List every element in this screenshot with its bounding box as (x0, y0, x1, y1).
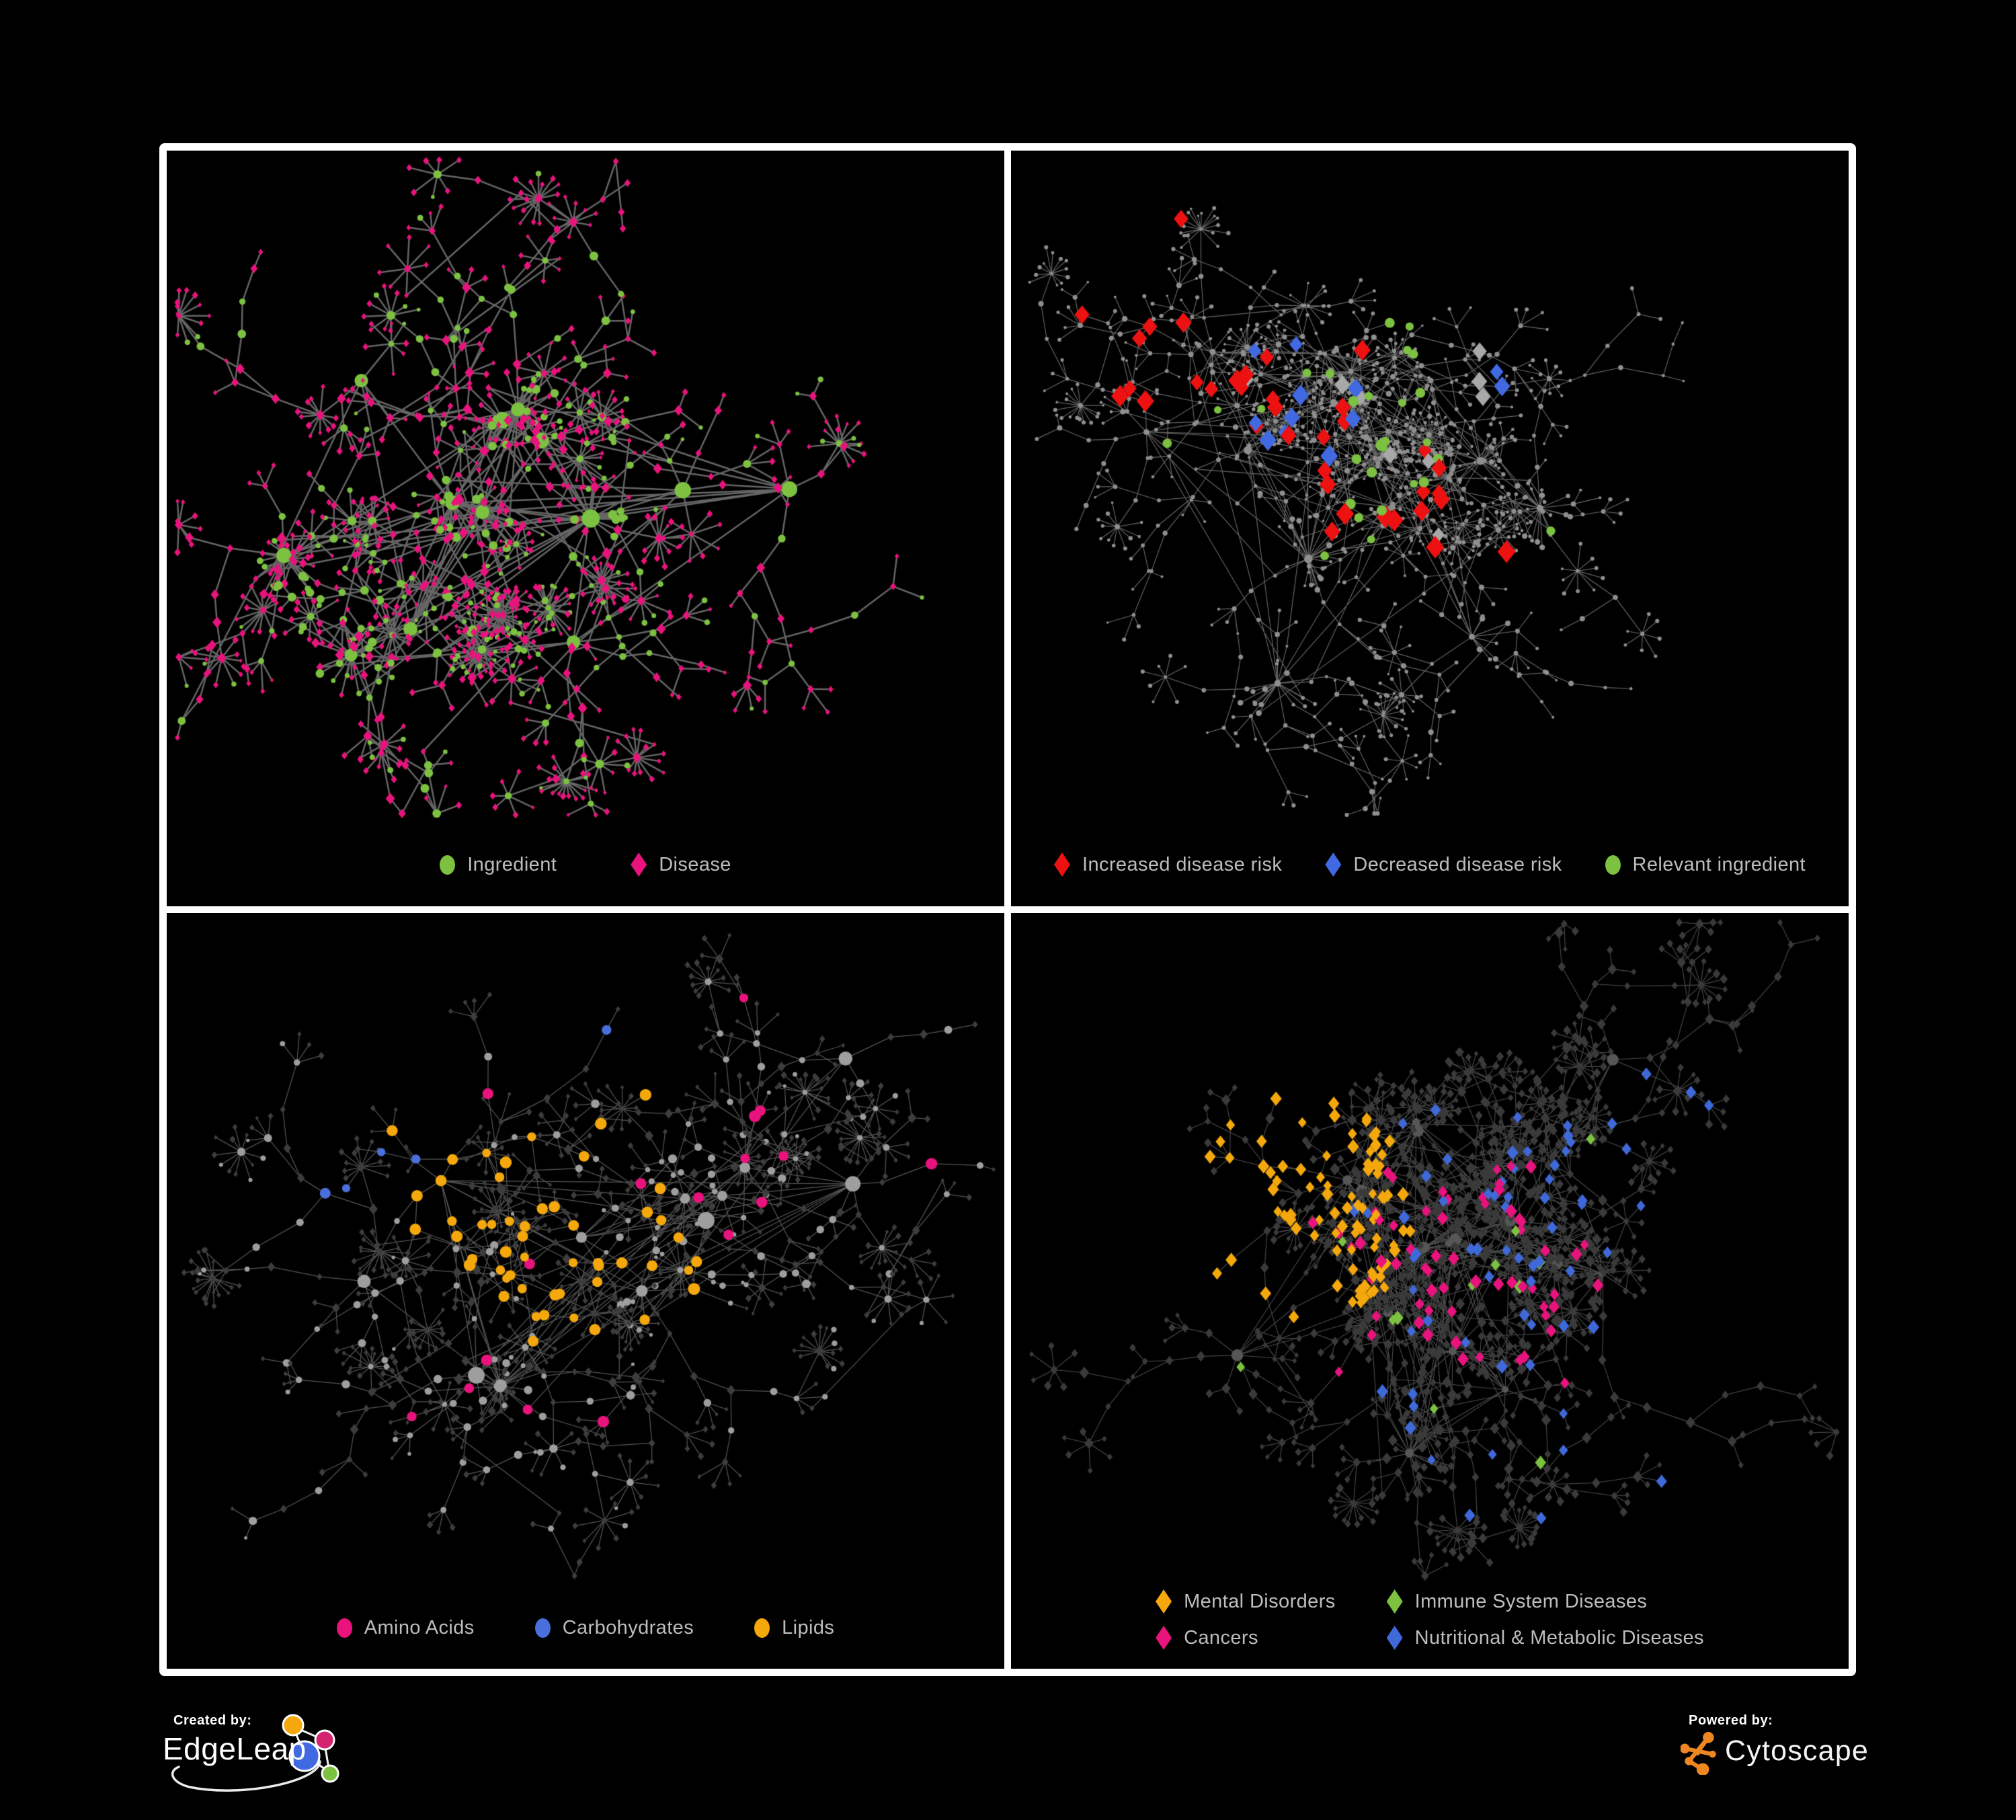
legend-label-decreased-risk: Decreased disease risk (1353, 853, 1562, 875)
panel-nutrient-classes: Amino Acids Carbohydrates Lipids (167, 913, 1004, 1669)
edgeleap-logo-icon (171, 1714, 339, 1792)
legend-disease-categories: Mental Disorders Immune System Diseases … (1011, 1589, 1849, 1650)
cytoscape-logo-icon (1681, 1732, 1716, 1775)
amino-acids-circle-icon (336, 1618, 352, 1638)
decreased-risk-diamond-icon (1325, 853, 1342, 877)
legend-label-immune-system-diseases: Immune System Diseases (1414, 1590, 1648, 1612)
legend-item-carbohydrates: Carbohydrates (534, 1617, 694, 1639)
created-by-label: Created by: (173, 1713, 252, 1728)
legend-label-amino-acids: Amino Acids (364, 1617, 475, 1638)
increased-risk-diamond-icon (1053, 853, 1070, 877)
network-canvas-nutrient-classes (167, 913, 1004, 1585)
legend-label-carbohydrates: Carbohydrates (562, 1617, 694, 1638)
relevant-ingredient-circle-icon (1605, 855, 1621, 875)
cancers-diamond-icon (1156, 1626, 1172, 1650)
figure-frame: Ingredient Disease Increased disease ris… (159, 143, 1856, 1676)
legend-item-cancers: Cancers (1156, 1626, 1336, 1650)
immune-system-diseases-diamond-icon (1386, 1589, 1403, 1614)
legend-label-ingredient: Ingredient (467, 853, 557, 875)
disease-diamond-icon (631, 853, 647, 877)
legend-item-amino-acids: Amino Acids (336, 1617, 475, 1639)
legend-item-increased-risk: Increased disease risk (1053, 853, 1283, 877)
legend-label-nutritional-metabolic-diseases: Nutritional & Metabolic Diseases (1414, 1626, 1704, 1649)
legend-item-decreased-risk: Decreased disease risk (1325, 853, 1562, 877)
legend-item-ingredient: Ingredient (440, 854, 557, 876)
legend-nutrient-classes: Amino Acids Carbohydrates Lipids (167, 1617, 1004, 1639)
legend-item-immune-system-diseases: Immune System Diseases (1386, 1589, 1704, 1614)
network-canvas-ingredient-disease (167, 151, 1004, 823)
cytoscape-logo-text: Cytoscape (1725, 1735, 1869, 1767)
carbohydrates-circle-icon (534, 1618, 551, 1638)
cytoscape-credit: Powered by: Cytoscape (1679, 1712, 1874, 1792)
legend-label-relevant-ingredient: Relevant ingredient (1632, 853, 1806, 875)
legend-label-disease: Disease (659, 853, 731, 875)
legend-disease-risk: Increased disease risk Decreased disease… (1011, 853, 1849, 877)
network-canvas-disease-risk (1011, 151, 1849, 823)
legend-item-mental-disorders: Mental Disorders (1156, 1589, 1336, 1614)
ingredient-circle-icon (440, 855, 456, 875)
legend-item-disease: Disease (631, 853, 731, 877)
edgeleap-logo-text: EdgeLeap (163, 1731, 307, 1766)
powered-by-label: Powered by: (1689, 1713, 1773, 1728)
network-canvas-disease-categories (1011, 913, 1849, 1585)
legend-item-nutritional-metabolic-diseases: Nutritional & Metabolic Diseases (1386, 1626, 1704, 1650)
panel-disease-categories: Mental Disorders Immune System Diseases … (1011, 913, 1849, 1669)
panel-ingredient-disease: Ingredient Disease (167, 151, 1004, 906)
legend-label-mental-disorders: Mental Disorders (1184, 1590, 1336, 1612)
mental-disorders-diamond-icon (1156, 1589, 1172, 1614)
edgeleap-credit: Created by: EdgeLeap (160, 1712, 372, 1806)
lipids-circle-icon (754, 1618, 770, 1638)
legend-item-relevant-ingredient: Relevant ingredient (1605, 854, 1806, 876)
legend-label-increased-risk: Increased disease risk (1082, 853, 1283, 875)
nutritional-metabolic-diseases-diamond-icon (1386, 1626, 1403, 1650)
legend-ingredient-disease: Ingredient Disease (167, 853, 1004, 877)
legend-item-lipids: Lipids (754, 1617, 834, 1639)
panel-disease-risk: Increased disease risk Decreased disease… (1011, 151, 1849, 906)
legend-label-lipids: Lipids (782, 1617, 835, 1638)
legend-label-cancers: Cancers (1184, 1626, 1258, 1649)
